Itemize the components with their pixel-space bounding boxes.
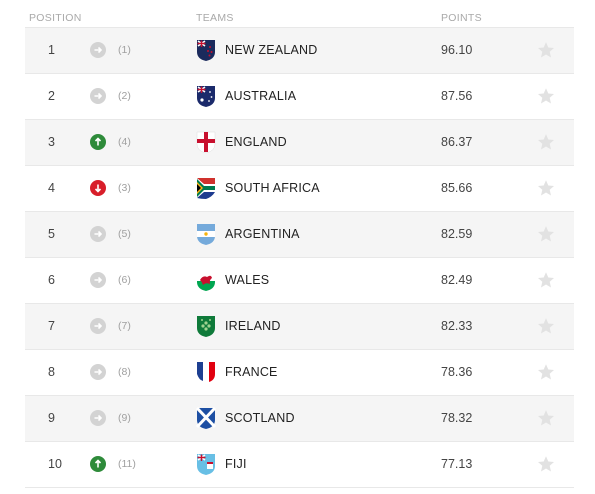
position-number: 7 <box>48 319 55 333</box>
position-column-header: POSITION <box>29 12 82 24</box>
arrow-right-icon <box>90 226 106 242</box>
previous-position: (6) <box>118 274 131 286</box>
england-flag-icon <box>196 131 216 154</box>
team-name[interactable]: FIJI <box>225 457 247 471</box>
ranking-row[interactable]: 1 (1) NEW ZEALAND 96.10 <box>25 27 574 73</box>
favorite-star-icon[interactable] <box>537 179 555 197</box>
previous-position: (7) <box>118 320 131 332</box>
previous-position: (2) <box>118 90 131 102</box>
teams-column-header: TEAMS <box>196 12 234 24</box>
favorite-star-icon[interactable] <box>537 41 555 59</box>
ranking-row[interactable]: 8 (8) FRANCE 78.36 <box>25 349 574 395</box>
arrow-down-icon <box>90 180 106 196</box>
team-points: 78.32 <box>441 411 473 425</box>
arrow-right-icon <box>90 410 106 426</box>
ranking-row[interactable]: 10 (11) FIJI 77.13 <box>25 441 574 488</box>
favorite-star-icon[interactable] <box>537 455 555 473</box>
position-number: 6 <box>48 273 55 287</box>
position-number: 2 <box>48 89 55 103</box>
previous-position: (4) <box>118 136 131 148</box>
ranking-row[interactable]: 5 (5) ARGENTINA 82.59 <box>25 211 574 257</box>
team-points: 82.33 <box>441 319 473 333</box>
position-number: 10 <box>48 457 62 471</box>
position-number: 5 <box>48 227 55 241</box>
ranking-row[interactable]: 6 (6) WALES 82.49 <box>25 257 574 303</box>
points-column-header: POINTS <box>441 12 482 24</box>
team-name[interactable]: NEW ZEALAND <box>225 43 318 57</box>
position-number: 1 <box>48 43 55 57</box>
team-points: 82.49 <box>441 273 473 287</box>
favorite-star-icon[interactable] <box>537 225 555 243</box>
team-name[interactable]: SCOTLAND <box>225 411 295 425</box>
arrow-right-icon <box>90 318 106 334</box>
team-points: 96.10 <box>441 43 473 57</box>
favorite-star-icon[interactable] <box>537 409 555 427</box>
position-number: 3 <box>48 135 55 149</box>
new-zealand-flag-icon <box>196 39 216 62</box>
team-name[interactable]: WALES <box>225 273 270 287</box>
previous-position: (1) <box>118 44 131 56</box>
team-points: 82.59 <box>441 227 473 241</box>
arrow-up-icon <box>90 134 106 150</box>
ranking-row[interactable]: 4 (3) SOUTH AFRICA 85.66 <box>25 165 574 211</box>
arrow-up-icon <box>90 456 106 472</box>
position-number: 9 <box>48 411 55 425</box>
team-points: 78.36 <box>441 365 473 379</box>
south-africa-flag-icon <box>196 177 216 200</box>
ranking-row[interactable]: 7 (7) IRELAND 82.33 <box>25 303 574 349</box>
fiji-flag-icon <box>196 453 216 476</box>
argentina-flag-icon <box>196 223 216 246</box>
previous-position: (3) <box>118 182 131 194</box>
favorite-star-icon[interactable] <box>537 133 555 151</box>
team-name[interactable]: SOUTH AFRICA <box>225 181 320 195</box>
team-name[interactable]: ARGENTINA <box>225 227 300 241</box>
ranking-row[interactable]: 3 (4) ENGLAND 86.37 <box>25 119 574 165</box>
team-points: 86.37 <box>441 135 473 149</box>
australia-flag-icon <box>196 85 216 108</box>
france-flag-icon <box>196 361 216 384</box>
team-name[interactable]: AUSTRALIA <box>225 89 297 103</box>
team-points: 77.13 <box>441 457 473 471</box>
previous-position: (8) <box>118 366 131 378</box>
arrow-right-icon <box>90 88 106 104</box>
previous-position: (9) <box>118 412 131 424</box>
team-points: 87.56 <box>441 89 473 103</box>
position-number: 8 <box>48 365 55 379</box>
position-number: 4 <box>48 181 55 195</box>
rankings-table: 1 (1) NEW ZEALAND 96.10 2 (2) AUSTRALIA 87.56 3 (… <box>25 27 574 488</box>
previous-position: (11) <box>118 458 136 470</box>
arrow-right-icon <box>90 364 106 380</box>
team-points: 85.66 <box>441 181 473 195</box>
favorite-star-icon[interactable] <box>537 87 555 105</box>
ireland-flag-icon <box>196 315 216 338</box>
scotland-flag-icon <box>196 407 216 430</box>
table-header: POSITION TEAMS POINTS <box>0 0 595 27</box>
previous-position: (5) <box>118 228 131 240</box>
favorite-star-icon[interactable] <box>537 363 555 381</box>
ranking-row[interactable]: 2 (2) AUSTRALIA 87.56 <box>25 73 574 119</box>
wales-flag-icon <box>196 269 216 292</box>
arrow-right-icon <box>90 272 106 288</box>
favorite-star-icon[interactable] <box>537 271 555 289</box>
ranking-row[interactable]: 9 (9) SCOTLAND 78.32 <box>25 395 574 441</box>
favorite-star-icon[interactable] <box>537 317 555 335</box>
team-name[interactable]: ENGLAND <box>225 135 287 149</box>
arrow-right-icon <box>90 42 106 58</box>
team-name[interactable]: FRANCE <box>225 365 278 379</box>
team-name[interactable]: IRELAND <box>225 319 281 333</box>
